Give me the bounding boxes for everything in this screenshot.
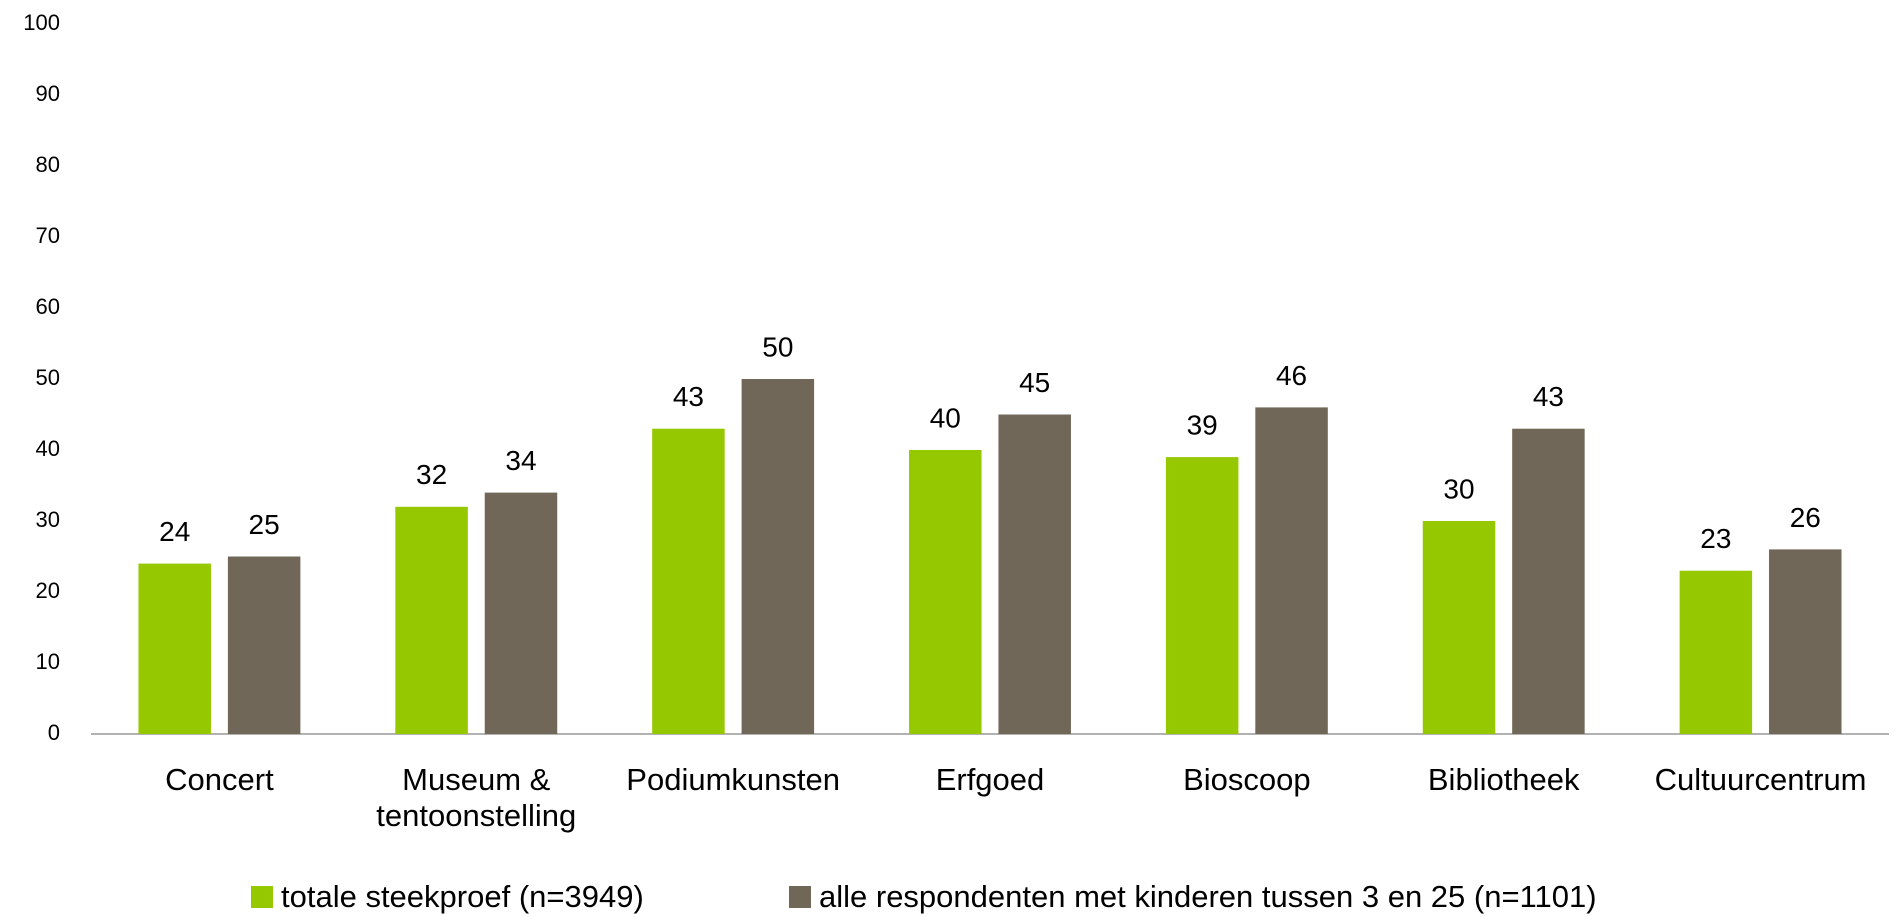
bar xyxy=(1422,521,1496,734)
legend-item: alle respondenten met kinderen tussen 3 … xyxy=(789,878,1597,916)
bar xyxy=(138,563,211,734)
y-tick-label: 90 xyxy=(36,81,60,106)
data-label: 34 xyxy=(505,445,536,476)
data-label: 23 xyxy=(1700,523,1731,554)
bar xyxy=(1512,428,1585,734)
data-label: 50 xyxy=(762,331,793,362)
y-tick-label: 0 xyxy=(48,720,60,745)
legend-label: totale steekproef (n=3949) xyxy=(281,879,644,914)
x-tick-label: Museum & tentoonstelling xyxy=(376,762,577,833)
data-label: 26 xyxy=(1790,502,1821,533)
x-tick-label: Bioscoop xyxy=(1183,762,1311,797)
data-label: 46 xyxy=(1276,360,1307,391)
bar xyxy=(741,379,815,734)
y-tick-label: 100 xyxy=(23,10,60,35)
x-tick-label: Erfgoed xyxy=(935,762,1045,797)
x-tick-label: Cultuurcentrum xyxy=(1654,762,1867,797)
bar xyxy=(1769,549,1842,734)
y-tick-label: 50 xyxy=(36,365,60,390)
x-tick-label: Concert xyxy=(165,762,274,797)
y-tick-label: 10 xyxy=(36,649,60,674)
legend-swatch xyxy=(251,886,273,908)
bar xyxy=(227,556,301,734)
data-label: 30 xyxy=(1443,473,1474,504)
bar xyxy=(395,506,468,734)
bar xyxy=(652,428,725,734)
data-label: 45 xyxy=(1019,367,1050,398)
bar xyxy=(1165,457,1239,734)
y-tick-label: 20 xyxy=(36,578,60,603)
y-tick-label: 40 xyxy=(36,436,60,461)
bar xyxy=(1679,570,1753,734)
bar xyxy=(998,414,1071,734)
y-tick-label: 70 xyxy=(36,223,60,248)
data-label: 43 xyxy=(673,381,704,412)
legend-item: totale steekproef (n=3949) xyxy=(251,878,644,916)
data-label: 40 xyxy=(930,402,961,433)
bar xyxy=(909,450,982,734)
x-tick-label: Podiumkunsten xyxy=(626,762,840,797)
y-tick-label: 60 xyxy=(36,294,60,319)
data-label: 25 xyxy=(249,509,280,540)
data-label: 24 xyxy=(159,516,190,547)
y-tick-label: 30 xyxy=(36,507,60,532)
x-tick-label: Bibliotheek xyxy=(1427,762,1580,797)
data-label: 43 xyxy=(1533,381,1564,412)
legend-swatch xyxy=(789,886,811,908)
data-label: 32 xyxy=(416,459,447,490)
bar xyxy=(1255,407,1328,734)
y-tick-label: 80 xyxy=(36,152,60,177)
data-label: 39 xyxy=(1187,409,1218,440)
bar xyxy=(484,492,558,734)
legend-label: alle respondenten met kinderen tussen 3 … xyxy=(819,879,1597,914)
